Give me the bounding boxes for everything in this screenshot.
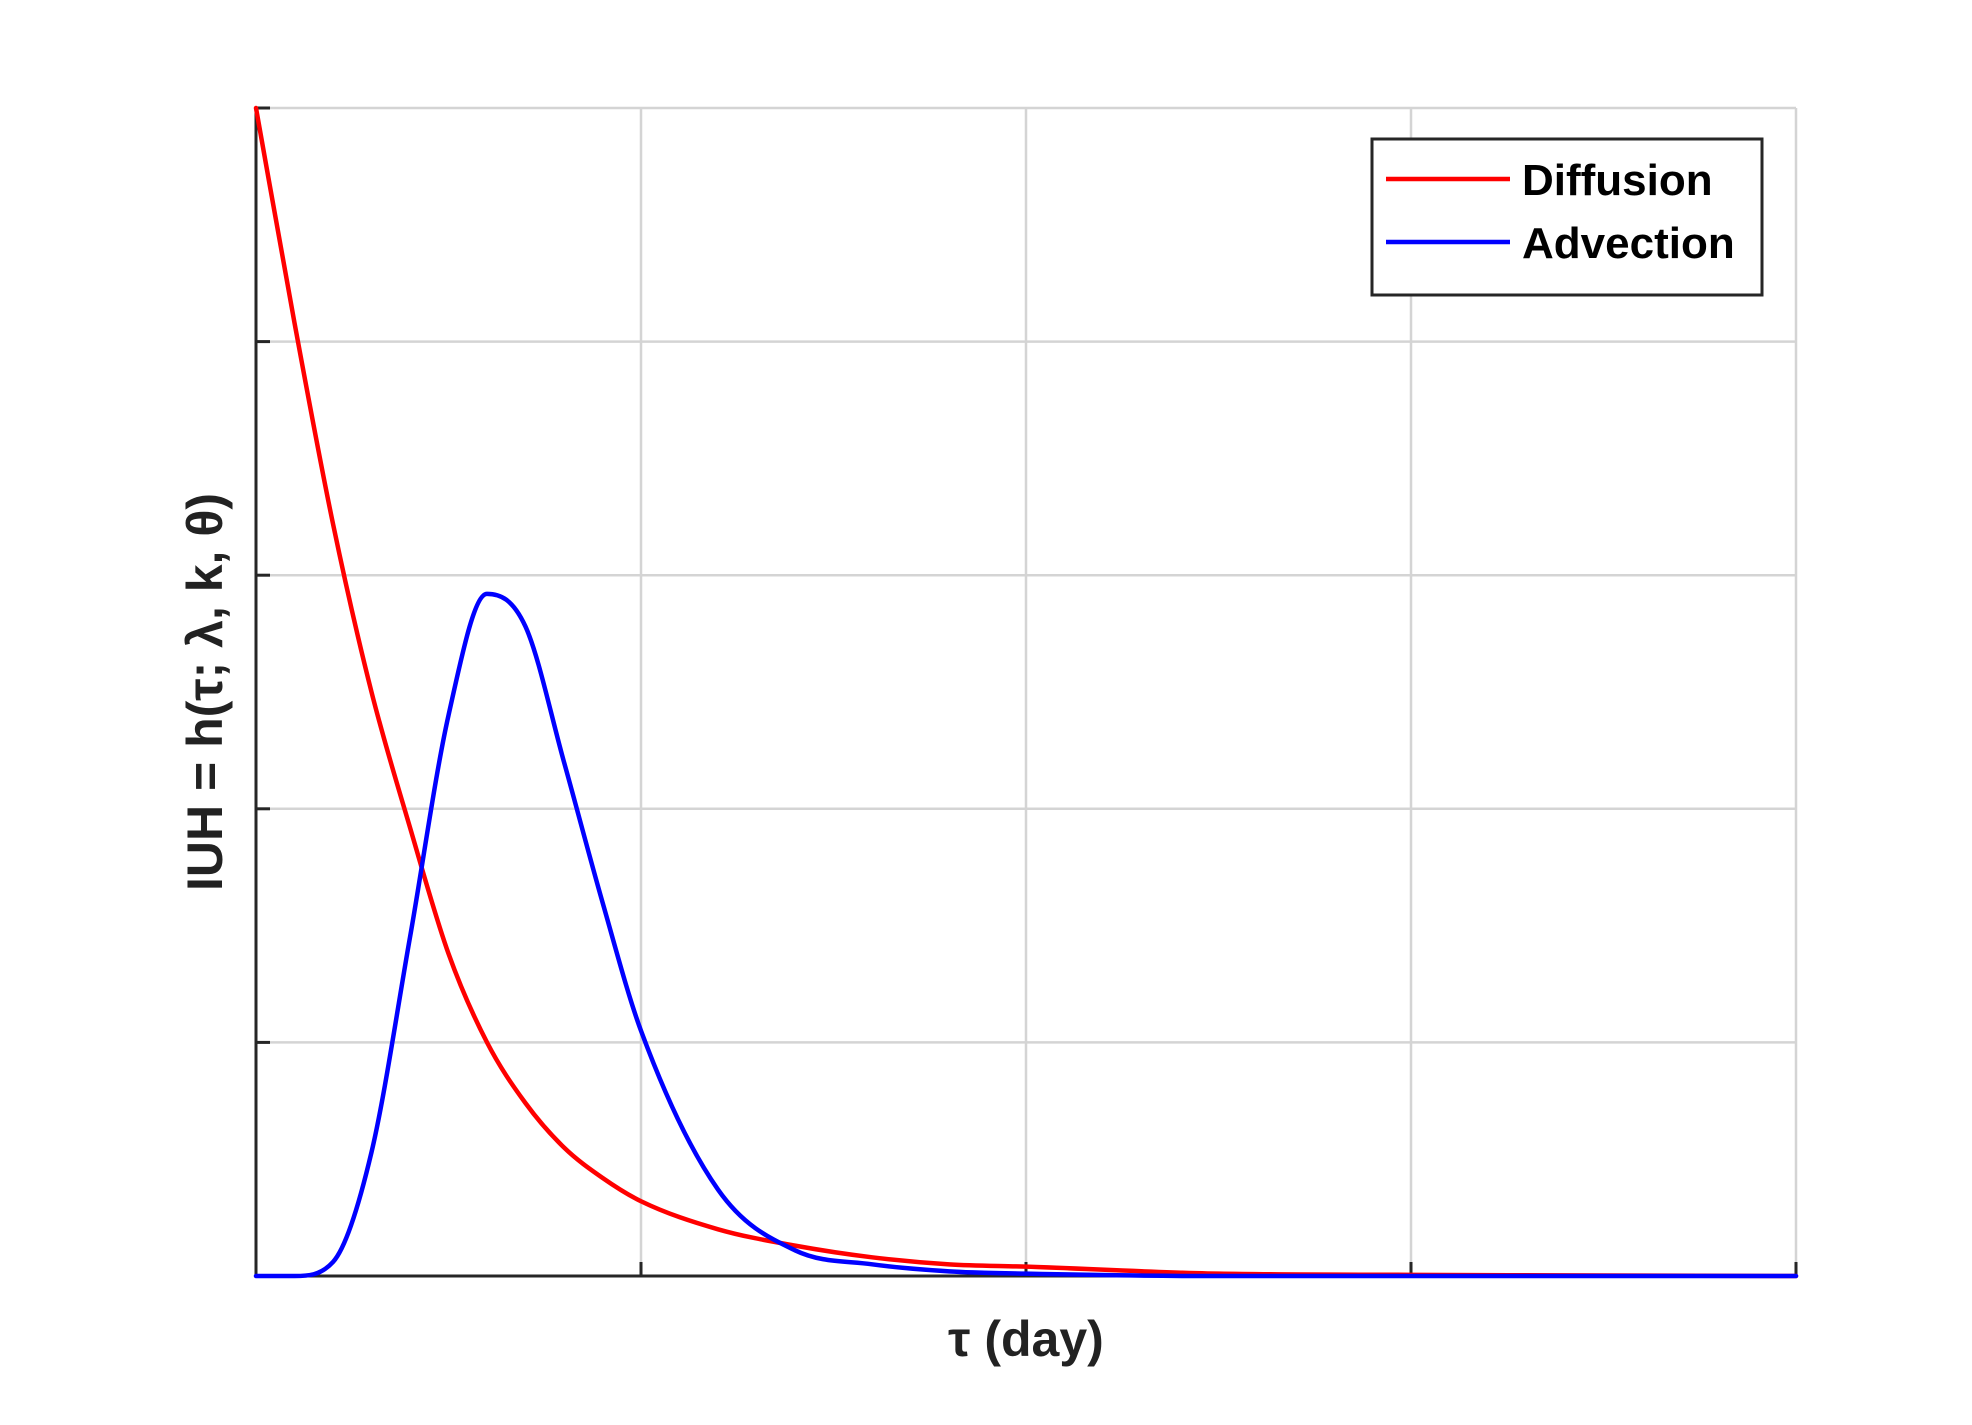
legend: Diffusion Advection: [1370, 137, 1764, 297]
grid: [256, 106, 1798, 1276]
series-line-advection: [253, 591, 1799, 1279]
x-axis-label: τ (day): [948, 1311, 1104, 1367]
legend-label-advection: Advection: [1522, 219, 1735, 268]
legend-label-diffusion: Diffusion: [1522, 156, 1713, 205]
legend-box: [1370, 137, 1764, 297]
y-axis-label: IUH = h(τ; λ, k, θ): [177, 493, 233, 891]
series-lines: [253, 105, 1799, 1279]
